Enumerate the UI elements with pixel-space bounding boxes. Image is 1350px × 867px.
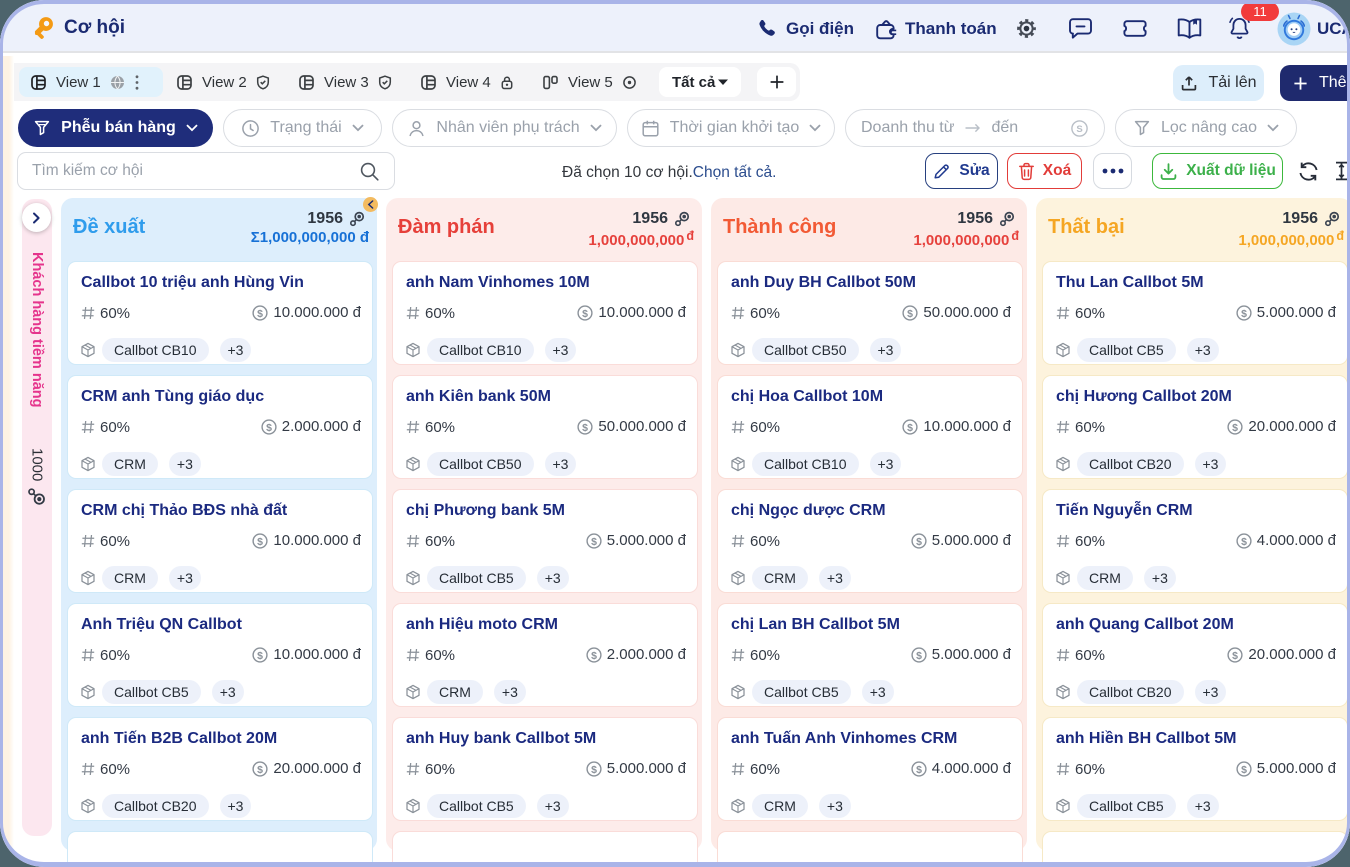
svg-text:$: $ [257, 763, 263, 775]
svg-text:$: $ [916, 649, 922, 661]
svg-text:$: $ [1232, 649, 1238, 661]
svg-text:$: $ [266, 421, 272, 433]
svg-text:$: $ [907, 307, 913, 319]
svg-text:$: $ [907, 421, 913, 433]
svg-text:$: $ [1241, 535, 1247, 547]
svg-text:$: $ [916, 763, 922, 775]
svg-text:$: $ [582, 307, 588, 319]
svg-text:$: $ [257, 307, 263, 319]
svg-text:$: $ [1241, 307, 1247, 319]
svg-text:$: $ [591, 649, 597, 661]
svg-text:S: S [1076, 124, 1082, 135]
svg-text:$: $ [582, 421, 588, 433]
svg-text:$: $ [591, 535, 597, 547]
svg-text:$: $ [257, 649, 263, 661]
svg-text:$: $ [916, 535, 922, 547]
svg-text:$: $ [1241, 763, 1247, 775]
svg-text:$: $ [591, 763, 597, 775]
svg-text:$: $ [257, 535, 263, 547]
svg-text:$: $ [1232, 421, 1238, 433]
